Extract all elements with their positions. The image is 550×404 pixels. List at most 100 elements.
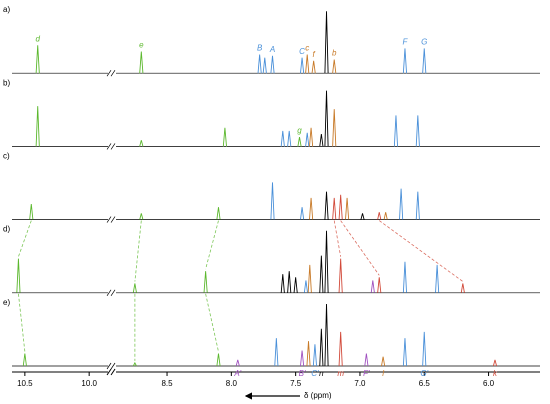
peak [402,338,408,367]
peak [35,106,40,147]
axis-break [106,70,112,77]
spectrum: d) [3,225,540,296]
peak [319,328,324,367]
spectrum-label: d) [3,225,10,234]
peak [16,258,21,293]
correlation-line [333,220,342,257]
peak [364,353,369,367]
peak [300,350,305,367]
peak [280,274,285,293]
peak-label: F [403,38,409,47]
peak [377,277,382,293]
x-axis-title: δ (ppm) [304,391,332,400]
peak [319,133,324,147]
x-tick-label: 10.5 [17,379,33,388]
spectrum-label: e) [3,298,10,307]
axis-break [110,362,116,370]
peak [422,331,427,367]
peak-label: C' [311,369,319,378]
peak [203,271,208,293]
peak [415,191,420,220]
peak [280,130,285,147]
spectrum-label: c) [3,152,10,161]
correlation-line [18,220,32,257]
axis-break [110,70,116,77]
peak [370,280,375,293]
peak [22,353,27,367]
peak [303,280,308,293]
correlation-line [205,220,219,270]
spectrum-label: b) [3,78,10,87]
spectrum: c) [3,152,540,223]
peak [132,283,137,293]
peak [422,48,427,74]
peak [270,55,275,74]
correlation-line [340,220,380,276]
peak-label: b [332,49,337,58]
axis-break [106,216,112,223]
peak [309,127,314,147]
x-tick-label: 6.5 [419,379,431,388]
peak-label: k [493,369,498,378]
peak [216,207,221,220]
peak [435,264,440,293]
peak [402,261,408,293]
peak [460,283,465,293]
peak-label: f [313,50,316,59]
peak-label: G' [420,369,428,378]
x-tick-label: 8.0 [226,379,238,388]
axis-break [110,216,116,223]
peak [393,115,399,147]
peak [402,48,408,74]
axis-break [106,362,112,370]
peak [338,331,343,367]
spectrum-label: a) [3,5,10,14]
peak [360,213,365,220]
peak [383,212,388,220]
axis-break [106,368,112,376]
peak [324,191,329,220]
x-tick-label: 10.0 [81,379,97,388]
x-tick-label: 6.0 [483,379,495,388]
axis-break [110,143,116,150]
peak [309,197,314,220]
peak [312,344,317,367]
peak-label: B' [299,369,306,378]
peak [415,115,420,147]
peak [35,45,40,74]
peak [287,130,292,147]
peak [324,11,329,74]
peak [338,194,343,220]
peak [399,188,404,220]
x-tick-label: 8.5 [161,379,173,388]
peak-label: A [269,45,275,54]
peak [381,356,386,367]
peak [132,361,137,367]
spectrum: b) g [3,78,540,150]
peak [324,230,329,293]
correlation-line [18,293,26,352]
peak [222,127,227,147]
peak [270,182,275,220]
axis-break [110,289,116,296]
peak [257,54,262,74]
correlation-line [379,220,464,282]
peak [297,137,302,147]
peak [287,271,292,293]
peak-label: C [299,47,305,56]
axis-break [106,289,112,296]
peak [293,277,298,293]
peak [216,353,221,367]
peak [345,197,350,220]
peak [332,197,337,220]
spectrum: e) A' B' C' n m F' l G' k [3,298,540,378]
peak [307,264,312,293]
axis-break [106,143,112,150]
peak-label: A' [233,369,241,378]
peak-label: d [35,34,40,43]
axis-break [110,368,116,376]
peak [139,140,144,147]
peak [306,341,311,367]
